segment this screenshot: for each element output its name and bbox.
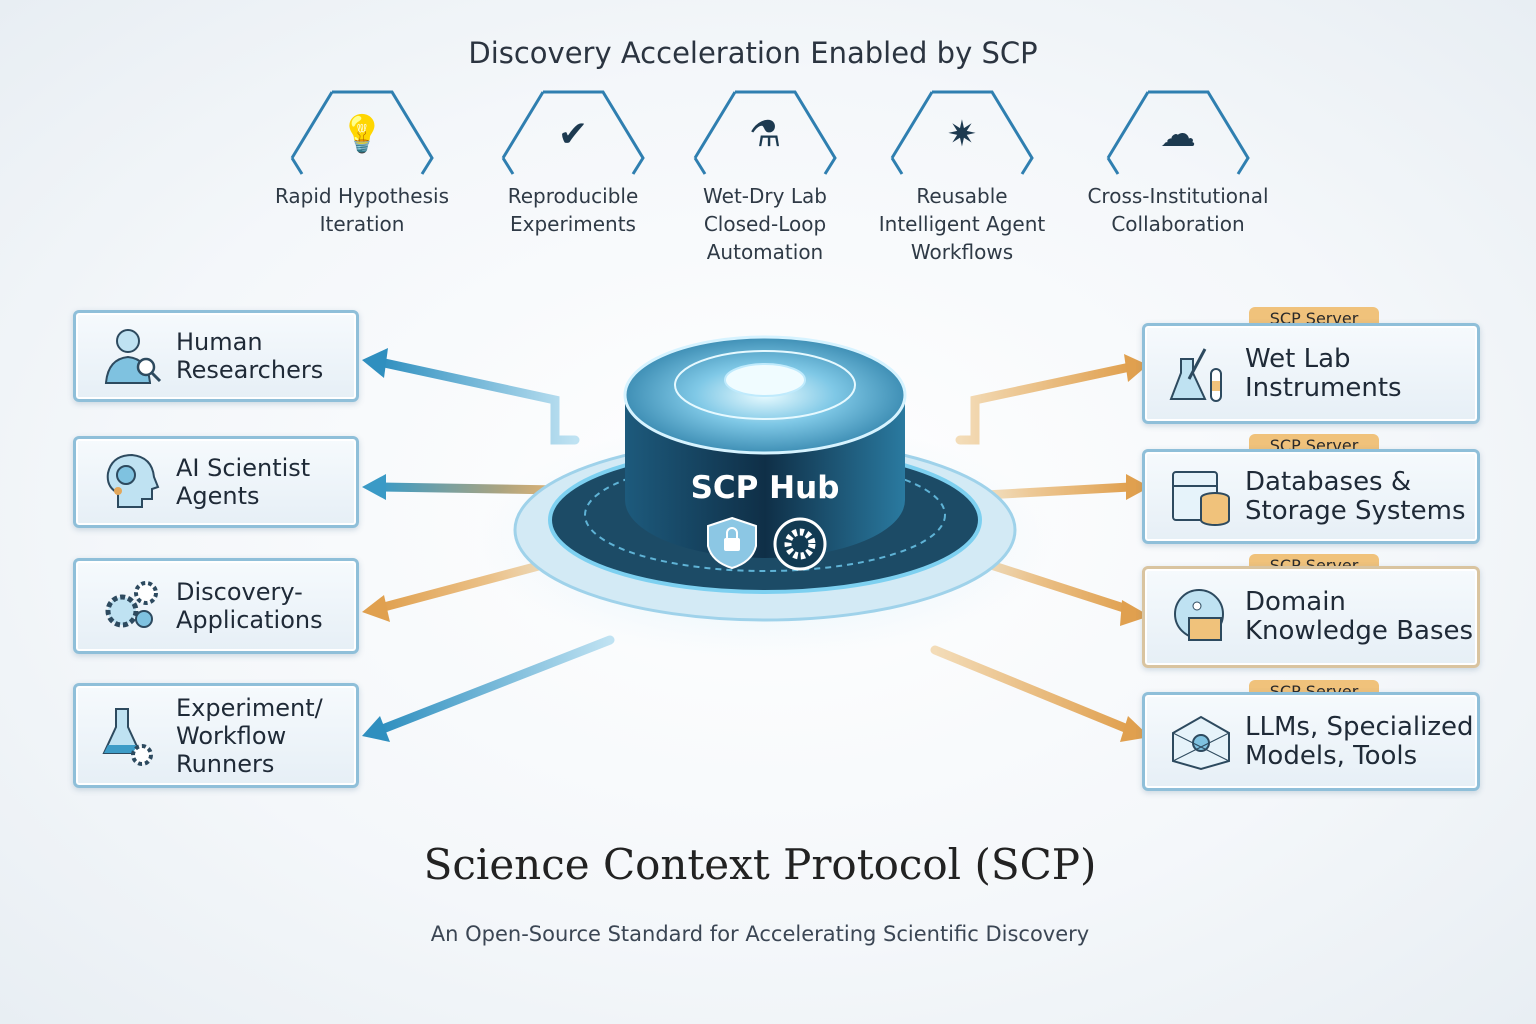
feature-item: ⚗ Wet-Dry Lab Closed-Loop Automation bbox=[665, 88, 865, 266]
card-label: Runners bbox=[176, 749, 275, 778]
card-label: AI Scientist bbox=[176, 454, 311, 482]
feature-item: 💡 Rapid Hypothesis Iteration bbox=[262, 88, 462, 238]
scp-hub bbox=[475, 335, 1055, 660]
feature-label: Experiments bbox=[510, 212, 636, 236]
card-label: LLMs, Specialized bbox=[1245, 711, 1474, 742]
hub-label: SCP Hub bbox=[690, 470, 840, 506]
database-icon bbox=[1172, 470, 1230, 526]
card-label: Instruments bbox=[1245, 372, 1402, 403]
feature-label: Cross-Institutional bbox=[1087, 184, 1269, 208]
svg-text:⚗: ⚗ bbox=[749, 114, 781, 155]
feature-label: Workflows bbox=[910, 240, 1014, 264]
arrow-to-human-researchers bbox=[375, 357, 580, 445]
researcher-icon bbox=[104, 329, 162, 384]
client-card-ai-agents[interactable]: AI Scientist Agents bbox=[73, 436, 359, 528]
knowledge-book-icon bbox=[1174, 589, 1224, 641]
card-label: Domain bbox=[1245, 587, 1346, 617]
card-label: Discovery- bbox=[176, 578, 303, 606]
shield-lock-icon bbox=[707, 516, 757, 570]
feature-item: ☁ Cross-Institutional Collaboration bbox=[1078, 88, 1278, 238]
arrowhead bbox=[362, 716, 390, 742]
feature-label: Closed-Loop bbox=[703, 212, 827, 236]
card-label: Knowledge Bases bbox=[1245, 616, 1474, 646]
svg-text:💡: 💡 bbox=[340, 113, 385, 155]
card-label: Agents bbox=[176, 482, 260, 510]
feature-label: Collaboration bbox=[1111, 212, 1245, 236]
card-label: Experiment/ bbox=[176, 693, 323, 722]
protocol-subtitle: An Open-Source Standard for Accelerating… bbox=[430, 922, 1090, 946]
checkmark-cycle-icon: ✔ bbox=[501, 90, 645, 175]
svg-text:✷: ✷ bbox=[947, 114, 977, 155]
card-label: Wet Lab bbox=[1245, 343, 1351, 374]
protocol-title: Science Context Protocol (SCP) bbox=[423, 840, 1097, 889]
gear-icon bbox=[773, 517, 827, 571]
card-label: Human bbox=[176, 328, 263, 356]
feature-label: Reusable bbox=[916, 184, 1008, 208]
arrowhead bbox=[1120, 600, 1150, 626]
svg-text:☁: ☁ bbox=[1160, 114, 1196, 155]
feature-label: Intelligent Agent bbox=[878, 212, 1046, 236]
arrowhead bbox=[1126, 474, 1150, 500]
feature-label: Reproducible bbox=[507, 184, 639, 208]
server-card-knowledge-bases[interactable]: Domain Knowledge Bases bbox=[1142, 566, 1480, 668]
server-card-llms[interactable]: LLMs, Specialized Models, Tools bbox=[1142, 692, 1480, 791]
arrowhead bbox=[362, 474, 386, 500]
gears-icon bbox=[105, 581, 158, 628]
feature-label: Iteration bbox=[319, 212, 405, 236]
arrowhead bbox=[362, 348, 388, 378]
server-card-databases[interactable]: Databases & Storage Systems bbox=[1142, 449, 1480, 544]
network-brain-icon: ✷ bbox=[890, 90, 1034, 175]
arrowhead bbox=[1124, 354, 1148, 382]
ai-head-icon bbox=[106, 453, 160, 508]
lab-flask-icon bbox=[1169, 347, 1222, 402]
server-card-wet-lab[interactable]: Wet Lab Instruments bbox=[1142, 323, 1480, 424]
arrow-to-wet-lab bbox=[955, 362, 1135, 445]
feature-label: Wet-Dry Lab bbox=[703, 184, 827, 208]
arrowhead bbox=[362, 595, 390, 622]
lightbulb-icon: 💡 bbox=[290, 90, 434, 175]
feature-item: ✔ Reproducible Experiments bbox=[473, 88, 673, 238]
arrow-to-llms bbox=[930, 645, 1135, 735]
feature-label: Rapid Hypothesis bbox=[274, 184, 450, 208]
client-card-discovery-apps[interactable]: Discovery- Applications bbox=[73, 558, 359, 654]
card-label: Databases & bbox=[1245, 466, 1412, 497]
card-label: Models, Tools bbox=[1245, 740, 1418, 771]
arrowheads bbox=[362, 348, 1150, 742]
card-label: Applications bbox=[176, 606, 323, 634]
flasks-loop-icon: ⚗ bbox=[693, 90, 837, 175]
svg-text:✔: ✔ bbox=[558, 114, 588, 155]
cloud-network-icon: ☁ bbox=[1106, 90, 1250, 175]
client-card-workflow-runners[interactable]: Experiment/Workflow Runners bbox=[73, 683, 359, 788]
model-network-icon bbox=[1172, 715, 1230, 770]
client-card-human-researchers[interactable]: Human Researchers bbox=[73, 310, 359, 402]
page-title: Discovery Acceleration Enabled by SCP bbox=[468, 36, 1038, 70]
card-label: Researchers bbox=[176, 356, 324, 384]
card-label: Workflow bbox=[176, 721, 287, 750]
flask-gear-icon bbox=[102, 707, 153, 766]
arrow-to-workflow-runners bbox=[375, 635, 615, 735]
feature-item: ✷ Reusable Intelligent Agent Workflows bbox=[862, 88, 1062, 266]
card-label: Storage Systems bbox=[1245, 495, 1466, 526]
feature-label: Automation bbox=[706, 240, 824, 264]
